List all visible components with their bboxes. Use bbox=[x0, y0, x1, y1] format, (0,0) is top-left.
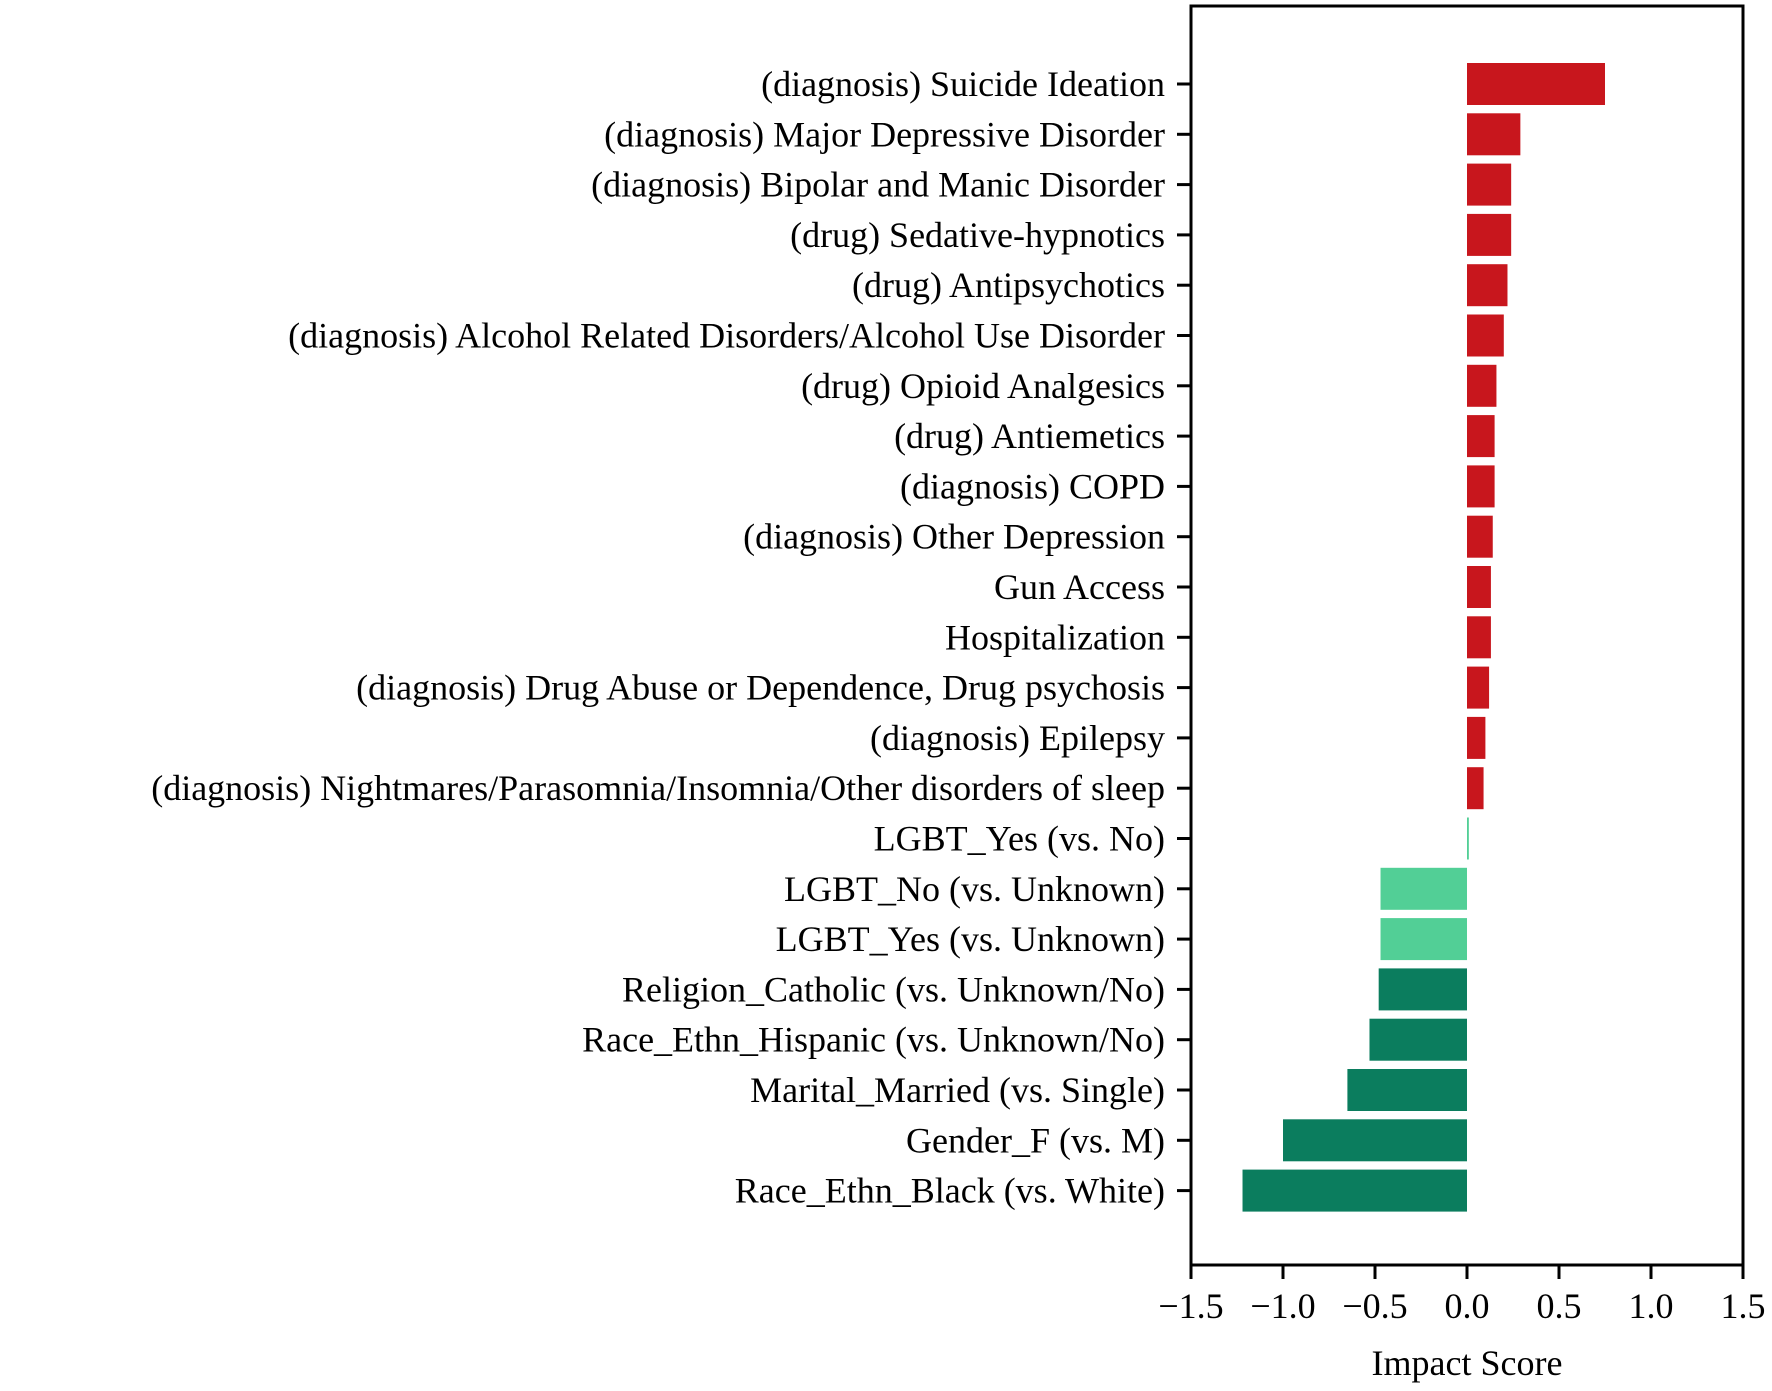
y-tick-label-diagnosis-major-depressive-disorder: (diagnosis) Major Depressive Disorder bbox=[604, 114, 1165, 154]
x-tick-label: 1.0 bbox=[1629, 1286, 1674, 1326]
y-tick-label-lgbt-no-vs-unknown: LGBT_No (vs. Unknown) bbox=[784, 869, 1165, 909]
y-tick-label-religion-catholic-vs-unknown-no: Religion_Catholic (vs. Unknown/No) bbox=[622, 969, 1165, 1009]
y-tick-label-marital-married-vs-single: Marital_Married (vs. Single) bbox=[750, 1070, 1165, 1110]
bar-diagnosis-major-depressive-disorder bbox=[1467, 113, 1521, 156]
bar-diagnosis-drug-abuse-or-dependence-drug-psychosis bbox=[1467, 666, 1490, 709]
y-tick-label-diagnosis-alcohol-related-disorders-alcohol-use-disorder: (diagnosis) Alcohol Related Disorders/Al… bbox=[288, 316, 1165, 356]
bar-race-ethn-hispanic-vs-unknown-no bbox=[1369, 1018, 1467, 1061]
y-tick-label-diagnosis-other-depression: (diagnosis) Other Depression bbox=[743, 517, 1165, 557]
x-tick-label: −1.0 bbox=[1250, 1286, 1315, 1326]
y-tick-label-diagnosis-epilepsy: (diagnosis) Epilepsy bbox=[870, 718, 1165, 758]
bar-diagnosis-copd bbox=[1467, 465, 1495, 508]
bar-religion-catholic-vs-unknown-no bbox=[1378, 968, 1467, 1011]
bar-drug-antipsychotics bbox=[1467, 264, 1508, 307]
x-tick-label: 0.5 bbox=[1537, 1286, 1582, 1326]
y-tick-label-diagnosis-drug-abuse-or-dependence-drug-psychosis: (diagnosis) Drug Abuse or Dependence, Dr… bbox=[356, 668, 1165, 708]
bar-drug-antiemetics bbox=[1467, 415, 1495, 458]
x-tick-label: −0.5 bbox=[1342, 1286, 1407, 1326]
y-tick-label-lgbt-yes-vs-unknown: LGBT_Yes (vs. Unknown) bbox=[776, 919, 1165, 959]
bar-drug-sedative-hypnotics bbox=[1467, 213, 1512, 256]
bar-marital-married-vs-single bbox=[1347, 1069, 1467, 1111]
y-tick-label-diagnosis-bipolar-and-manic-disorder: (diagnosis) Bipolar and Manic Disorder bbox=[591, 165, 1165, 205]
y-tick-label-gender-f-vs-m: Gender_F (vs. M) bbox=[906, 1120, 1165, 1160]
y-tick-label-diagnosis-nightmares-parasomnia-insomnia-other-disorders-of-sleep: (diagnosis) Nightmares/Parasomnia/Insomn… bbox=[151, 768, 1165, 808]
y-tick-label-drug-opioid-analgesics: (drug) Opioid Analgesics bbox=[801, 366, 1165, 406]
y-tick-label-hospitalization: Hospitalization bbox=[945, 617, 1165, 657]
y-tick-label-drug-antiemetics: (drug) Antiemetics bbox=[894, 416, 1165, 456]
bar-diagnosis-nightmares-parasomnia-insomnia-other-disorders-of-sleep bbox=[1467, 767, 1484, 810]
bar-hospitalization bbox=[1467, 616, 1491, 659]
bar-diagnosis-epilepsy bbox=[1467, 716, 1486, 759]
bars-layer bbox=[1242, 63, 1605, 1212]
bar-lgbt-yes-vs-no bbox=[1467, 817, 1469, 860]
x-axis-title: Impact Score bbox=[1372, 1343, 1563, 1383]
y-tick-label-drug-sedative-hypnotics: (drug) Sedative-hypnotics bbox=[790, 215, 1165, 255]
y-tick-label-drug-antipsychotics: (drug) Antipsychotics bbox=[852, 265, 1165, 305]
bar-diagnosis-bipolar-and-manic-disorder bbox=[1467, 163, 1512, 206]
y-tick-label-diagnosis-suicide-ideation: (diagnosis) Suicide Ideation bbox=[761, 64, 1165, 104]
bar-gender-f-vs-m bbox=[1283, 1119, 1467, 1162]
bar-gun-access bbox=[1467, 566, 1491, 608]
y-tick-label-race-ethn-hispanic-vs-unknown-no: Race_Ethn_Hispanic (vs. Unknown/No) bbox=[582, 1020, 1165, 1060]
bar-diagnosis-other-depression bbox=[1467, 515, 1493, 558]
plot-frame bbox=[1189, 4, 1745, 1267]
y-axis-ticks: (diagnosis) Suicide Ideation (diagnosis) … bbox=[151, 64, 1191, 1211]
x-tick-label: 0.0 bbox=[1445, 1286, 1490, 1326]
y-tick-label-lgbt-yes-vs-no: LGBT_Yes (vs. No) bbox=[874, 819, 1165, 859]
bar-lgbt-yes-vs-unknown bbox=[1380, 918, 1467, 961]
y-tick-label-race-ethn-black-vs-white: Race_Ethn_Black (vs. White) bbox=[735, 1171, 1165, 1211]
x-tick-label: 1.5 bbox=[1721, 1286, 1766, 1326]
y-tick-label-diagnosis-copd: (diagnosis) COPD bbox=[900, 466, 1165, 506]
x-axis-ticks: −1.5 −1.0 −0.5 0.0 0.5 1.0 1.5 bbox=[1158, 1265, 1766, 1326]
bar-lgbt-no-vs-unknown bbox=[1380, 867, 1467, 910]
bar-drug-opioid-analgesics bbox=[1467, 364, 1497, 407]
bar-diagnosis-suicide-ideation bbox=[1467, 63, 1605, 105]
y-tick-label-gun-access: Gun Access bbox=[994, 567, 1165, 607]
x-tick-label: −1.5 bbox=[1158, 1286, 1223, 1326]
bar-diagnosis-alcohol-related-disorders-alcohol-use-disorder bbox=[1467, 314, 1504, 357]
bar-race-ethn-black-vs-white bbox=[1242, 1169, 1467, 1212]
